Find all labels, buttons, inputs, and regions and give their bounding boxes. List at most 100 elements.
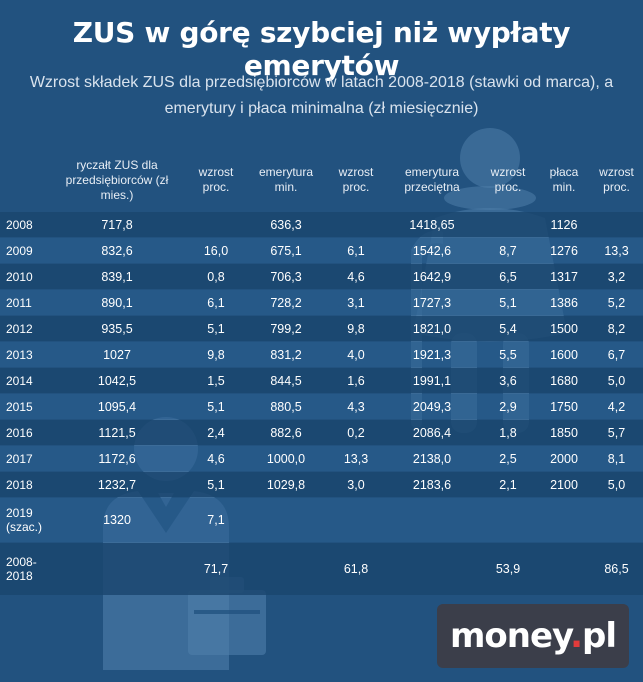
value-cell: 1126 <box>538 212 590 237</box>
table-row: 2012 935,5 5,1 799,2 9,8 1821,0 5,4 1500 8,2 <box>0 316 643 341</box>
value-cell: 1232,7 <box>48 472 186 497</box>
header-row: ryczałt ZUS dla przedsiębiorców (zł mies… <box>0 149 643 211</box>
value-cell: 799,2 <box>246 316 326 341</box>
value-cell: 7,1 <box>186 498 246 542</box>
value-cell: 1500 <box>538 316 590 341</box>
value-cell: 1991,1 <box>386 368 478 393</box>
chart-subtitle: Wzrost składek ZUS dla przedsiębiorców w… <box>10 70 633 122</box>
header-cell: emerytura min. <box>258 165 314 194</box>
value-cell: 9,8 <box>326 316 386 341</box>
value-cell: 5,1 <box>186 316 246 341</box>
value-cell: 717,8 <box>48 212 186 237</box>
value-cell: 5,2 <box>590 290 643 315</box>
year-cell: 2008 <box>0 212 48 237</box>
value-cell: 935,5 <box>48 316 186 341</box>
table-body: 2008 717,8 636,3 1418,65 1126 2009 832,6 16,0 67… <box>0 212 643 595</box>
header-cell: ryczałt ZUS dla przedsiębiorców (zł mies… <box>65 157 169 202</box>
logo-text-dot: . <box>570 616 583 656</box>
value-cell: 1680 <box>538 368 590 393</box>
value-cell: 5,4 <box>478 316 538 341</box>
value-cell: 4,2 <box>590 394 643 419</box>
value-cell: 6,1 <box>326 238 386 263</box>
value-cell: 5,0 <box>590 472 643 497</box>
value-cell: 1,6 <box>326 368 386 393</box>
value-cell: 5,0 <box>590 368 643 393</box>
value-cell: 86,5 <box>590 543 643 595</box>
value-cell: 706,3 <box>246 264 326 289</box>
value-cell: 4,0 <box>326 342 386 367</box>
value-cell: 1850 <box>538 420 590 445</box>
value-cell: 8,2 <box>590 316 643 341</box>
header-cell: wzrost proc. <box>198 165 234 194</box>
value-cell: 1320 <box>48 498 186 542</box>
value-cell: 6,5 <box>478 264 538 289</box>
value-cell: 636,3 <box>246 212 326 237</box>
value-cell: 1821,0 <box>386 316 478 341</box>
value-cell: 1,8 <box>478 420 538 445</box>
table-row: 2008-2018 71,7 61,8 53,9 86,5 <box>0 543 643 595</box>
year-cell: 2016 <box>0 420 48 445</box>
header-cell <box>0 149 48 211</box>
header-cell: wzrost proc. <box>338 165 374 194</box>
value-cell <box>326 498 386 542</box>
value-cell <box>48 543 186 595</box>
year-cell: 2011 <box>0 290 48 315</box>
money-pl-logo: money.pl <box>437 604 629 668</box>
year-cell: 2013 <box>0 342 48 367</box>
data-table: ryczałt ZUS dla przedsiębiorców (zł mies… <box>0 148 643 596</box>
table-row: 2014 1042,5 1,5 844,5 1,6 1991,1 3,6 1680 5,0 <box>0 368 643 393</box>
value-cell: 5,1 <box>186 472 246 497</box>
logo-text-tld: pl <box>582 616 617 656</box>
value-cell: 13,3 <box>590 238 643 263</box>
value-cell <box>478 498 538 542</box>
header-cell: płaca min. <box>549 165 579 194</box>
table-row: 2019 (szac.) 1320 7,1 <box>0 498 643 542</box>
value-cell: 2100 <box>538 472 590 497</box>
value-cell: 16,0 <box>186 238 246 263</box>
value-cell: 2183,6 <box>386 472 478 497</box>
value-cell <box>186 212 246 237</box>
value-cell: 839,1 <box>48 264 186 289</box>
value-cell: 3,0 <box>326 472 386 497</box>
value-cell: 832,6 <box>48 238 186 263</box>
header-cell: emerytura przeciętna <box>404 165 460 194</box>
value-cell: 3,1 <box>326 290 386 315</box>
value-cell: 1600 <box>538 342 590 367</box>
value-cell <box>478 212 538 237</box>
value-cell: 5,5 <box>478 342 538 367</box>
year-cell: 2009 <box>0 238 48 263</box>
value-cell: 1418,65 <box>386 212 478 237</box>
value-cell: 5,7 <box>590 420 643 445</box>
value-cell: 71,7 <box>186 543 246 595</box>
value-cell <box>590 212 643 237</box>
value-cell: 3,6 <box>478 368 538 393</box>
value-cell <box>538 498 590 542</box>
value-cell: 844,5 <box>246 368 326 393</box>
value-cell: 1750 <box>538 394 590 419</box>
value-cell: 5,1 <box>186 394 246 419</box>
value-cell: 2,4 <box>186 420 246 445</box>
value-cell <box>386 498 478 542</box>
value-cell: 2,1 <box>478 472 538 497</box>
value-cell: 2,9 <box>478 394 538 419</box>
value-cell: 1317 <box>538 264 590 289</box>
value-cell: 1029,8 <box>246 472 326 497</box>
value-cell: 13,3 <box>326 446 386 471</box>
subtitle-line-1: Wzrost składek ZUS dla przedsiębiorców w… <box>29 74 614 91</box>
logo-text-main: money <box>449 616 571 656</box>
value-cell: 1921,3 <box>386 342 478 367</box>
table-row: 2011 890,1 6,1 728,2 3,1 1727,3 5,1 1386 5,2 <box>0 290 643 315</box>
value-cell <box>246 498 326 542</box>
header-cell: wzrost proc. <box>490 165 526 194</box>
value-cell: 1386 <box>538 290 590 315</box>
value-cell <box>386 543 478 595</box>
value-cell: 6,7 <box>590 342 643 367</box>
value-cell <box>538 543 590 595</box>
year-cell: 2017 <box>0 446 48 471</box>
value-cell: 1042,5 <box>48 368 186 393</box>
value-cell: 4,6 <box>326 264 386 289</box>
table-row: 2015 1095,4 5,1 880,5 4,3 2049,3 2,9 1750 4,2 <box>0 394 643 419</box>
value-cell: 1727,3 <box>386 290 478 315</box>
value-cell: 3,2 <box>590 264 643 289</box>
value-cell: 8,7 <box>478 238 538 263</box>
